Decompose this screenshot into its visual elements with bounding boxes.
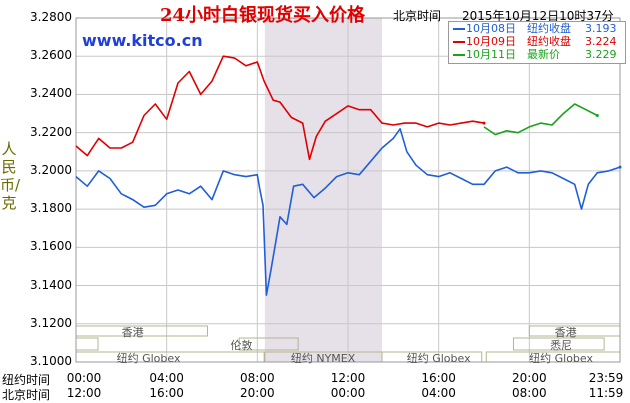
market-session-box xyxy=(512,337,605,351)
series-end-point-1 xyxy=(618,165,622,169)
market-label-hk: 香港 xyxy=(121,326,144,339)
legend-value: 3.193 xyxy=(585,22,617,35)
y-tick-label: 3.2000 xyxy=(30,162,72,177)
x-tick-label-bj: 12:00 xyxy=(66,386,102,400)
x-tick-label-bj: 04:00 xyxy=(421,386,456,400)
legend-label: 最新价 xyxy=(527,48,560,61)
series-line-1 xyxy=(75,128,621,296)
y-tick-label: 3.1200 xyxy=(30,315,72,330)
y-tick-label: 3.1600 xyxy=(30,239,72,254)
x-tick-label-bj: 00:00 xyxy=(330,386,366,400)
market-label-globex: 纽约 Globex xyxy=(529,352,593,365)
market-label-ldn: 伦敦 xyxy=(230,339,253,352)
legend-swatch xyxy=(453,28,465,30)
legend-swatch xyxy=(453,54,465,56)
y-tick-label: 3.1800 xyxy=(30,201,72,216)
timezone-label: 北京时间 xyxy=(393,9,442,23)
market-label-nymex: 纽约 NYMEX xyxy=(290,352,356,365)
legend: 10月08日 纽约收盘 3.193 10月09日 纽约收盘 3.224 10月1… xyxy=(448,21,626,64)
y-tick-label: 3.2600 xyxy=(30,48,72,63)
series-end-point-3 xyxy=(595,113,599,117)
y-tick-label: 3.2400 xyxy=(30,86,72,101)
x-tick-label-ny: 00:00 xyxy=(66,371,102,385)
y-tick-label: 3.1000 xyxy=(30,354,72,368)
legend-label: 纽约收盘 xyxy=(527,22,571,35)
ny-time-row-label: 纽约时间 xyxy=(2,373,51,387)
x-tick-label-ny: 04:00 xyxy=(149,371,184,385)
legend-label: 纽约收盘 xyxy=(527,35,571,48)
legend-value: 3.229 xyxy=(585,48,617,61)
bj-time-row-label: 北京时间 xyxy=(2,388,51,402)
y-tick-label: 3.2800 xyxy=(30,10,72,24)
legend-item-oct09: 10月09日 纽约收盘 3.224 xyxy=(449,35,625,48)
plot-frame xyxy=(75,17,621,363)
x-tick-label-ny: 08:00 xyxy=(240,371,275,385)
legend-date: 10月11日 xyxy=(466,48,516,61)
site-watermark: www.kitco.cn xyxy=(82,31,203,50)
legend-value: 3.224 xyxy=(585,35,617,48)
series-line-3 xyxy=(483,103,598,136)
datetime-label: 2015年10月12日10时37分 xyxy=(462,9,614,23)
market-label-syd: 悉尼 xyxy=(550,339,573,352)
legend-item-oct11: 10月11日 最新价 3.229 xyxy=(449,48,625,61)
legend-date: 10月09日 xyxy=(466,35,516,48)
x-tick-label-bj: 08:00 xyxy=(512,386,547,400)
legend-date: 10月08日 xyxy=(466,22,516,35)
series-end-point-2 xyxy=(482,121,486,125)
x-tick-label-ny: 20:00 xyxy=(512,371,547,385)
x-tick-label-bj: 11:59 xyxy=(588,386,624,400)
market-label-globex: 纽约 Globex xyxy=(116,352,181,365)
legend-item-oct08: 10月08日 纽约收盘 3.193 xyxy=(449,22,625,35)
chart-title: 24小时白银现货买入价格 xyxy=(160,5,366,26)
market-label-globex: 纽约 Globex xyxy=(406,352,471,365)
x-tick-label-ny: 16:00 xyxy=(421,371,456,385)
market-session-box xyxy=(238,337,299,351)
legend-swatch xyxy=(453,41,465,43)
x-tick-label-ny: 23:59 xyxy=(588,371,624,385)
market-label-hk: 香港 xyxy=(554,326,577,339)
y-axis-label: 人民币/克 xyxy=(0,140,21,212)
x-tick-label-bj: 16:00 xyxy=(149,386,184,400)
series-line-2 xyxy=(75,55,485,161)
x-tick-label-bj: 20:00 xyxy=(240,386,275,400)
y-tick-label: 3.2200 xyxy=(30,124,72,139)
market-session-box xyxy=(75,337,99,351)
y-tick-label: 3.1400 xyxy=(30,277,72,292)
x-tick-label-ny: 12:00 xyxy=(330,371,366,385)
